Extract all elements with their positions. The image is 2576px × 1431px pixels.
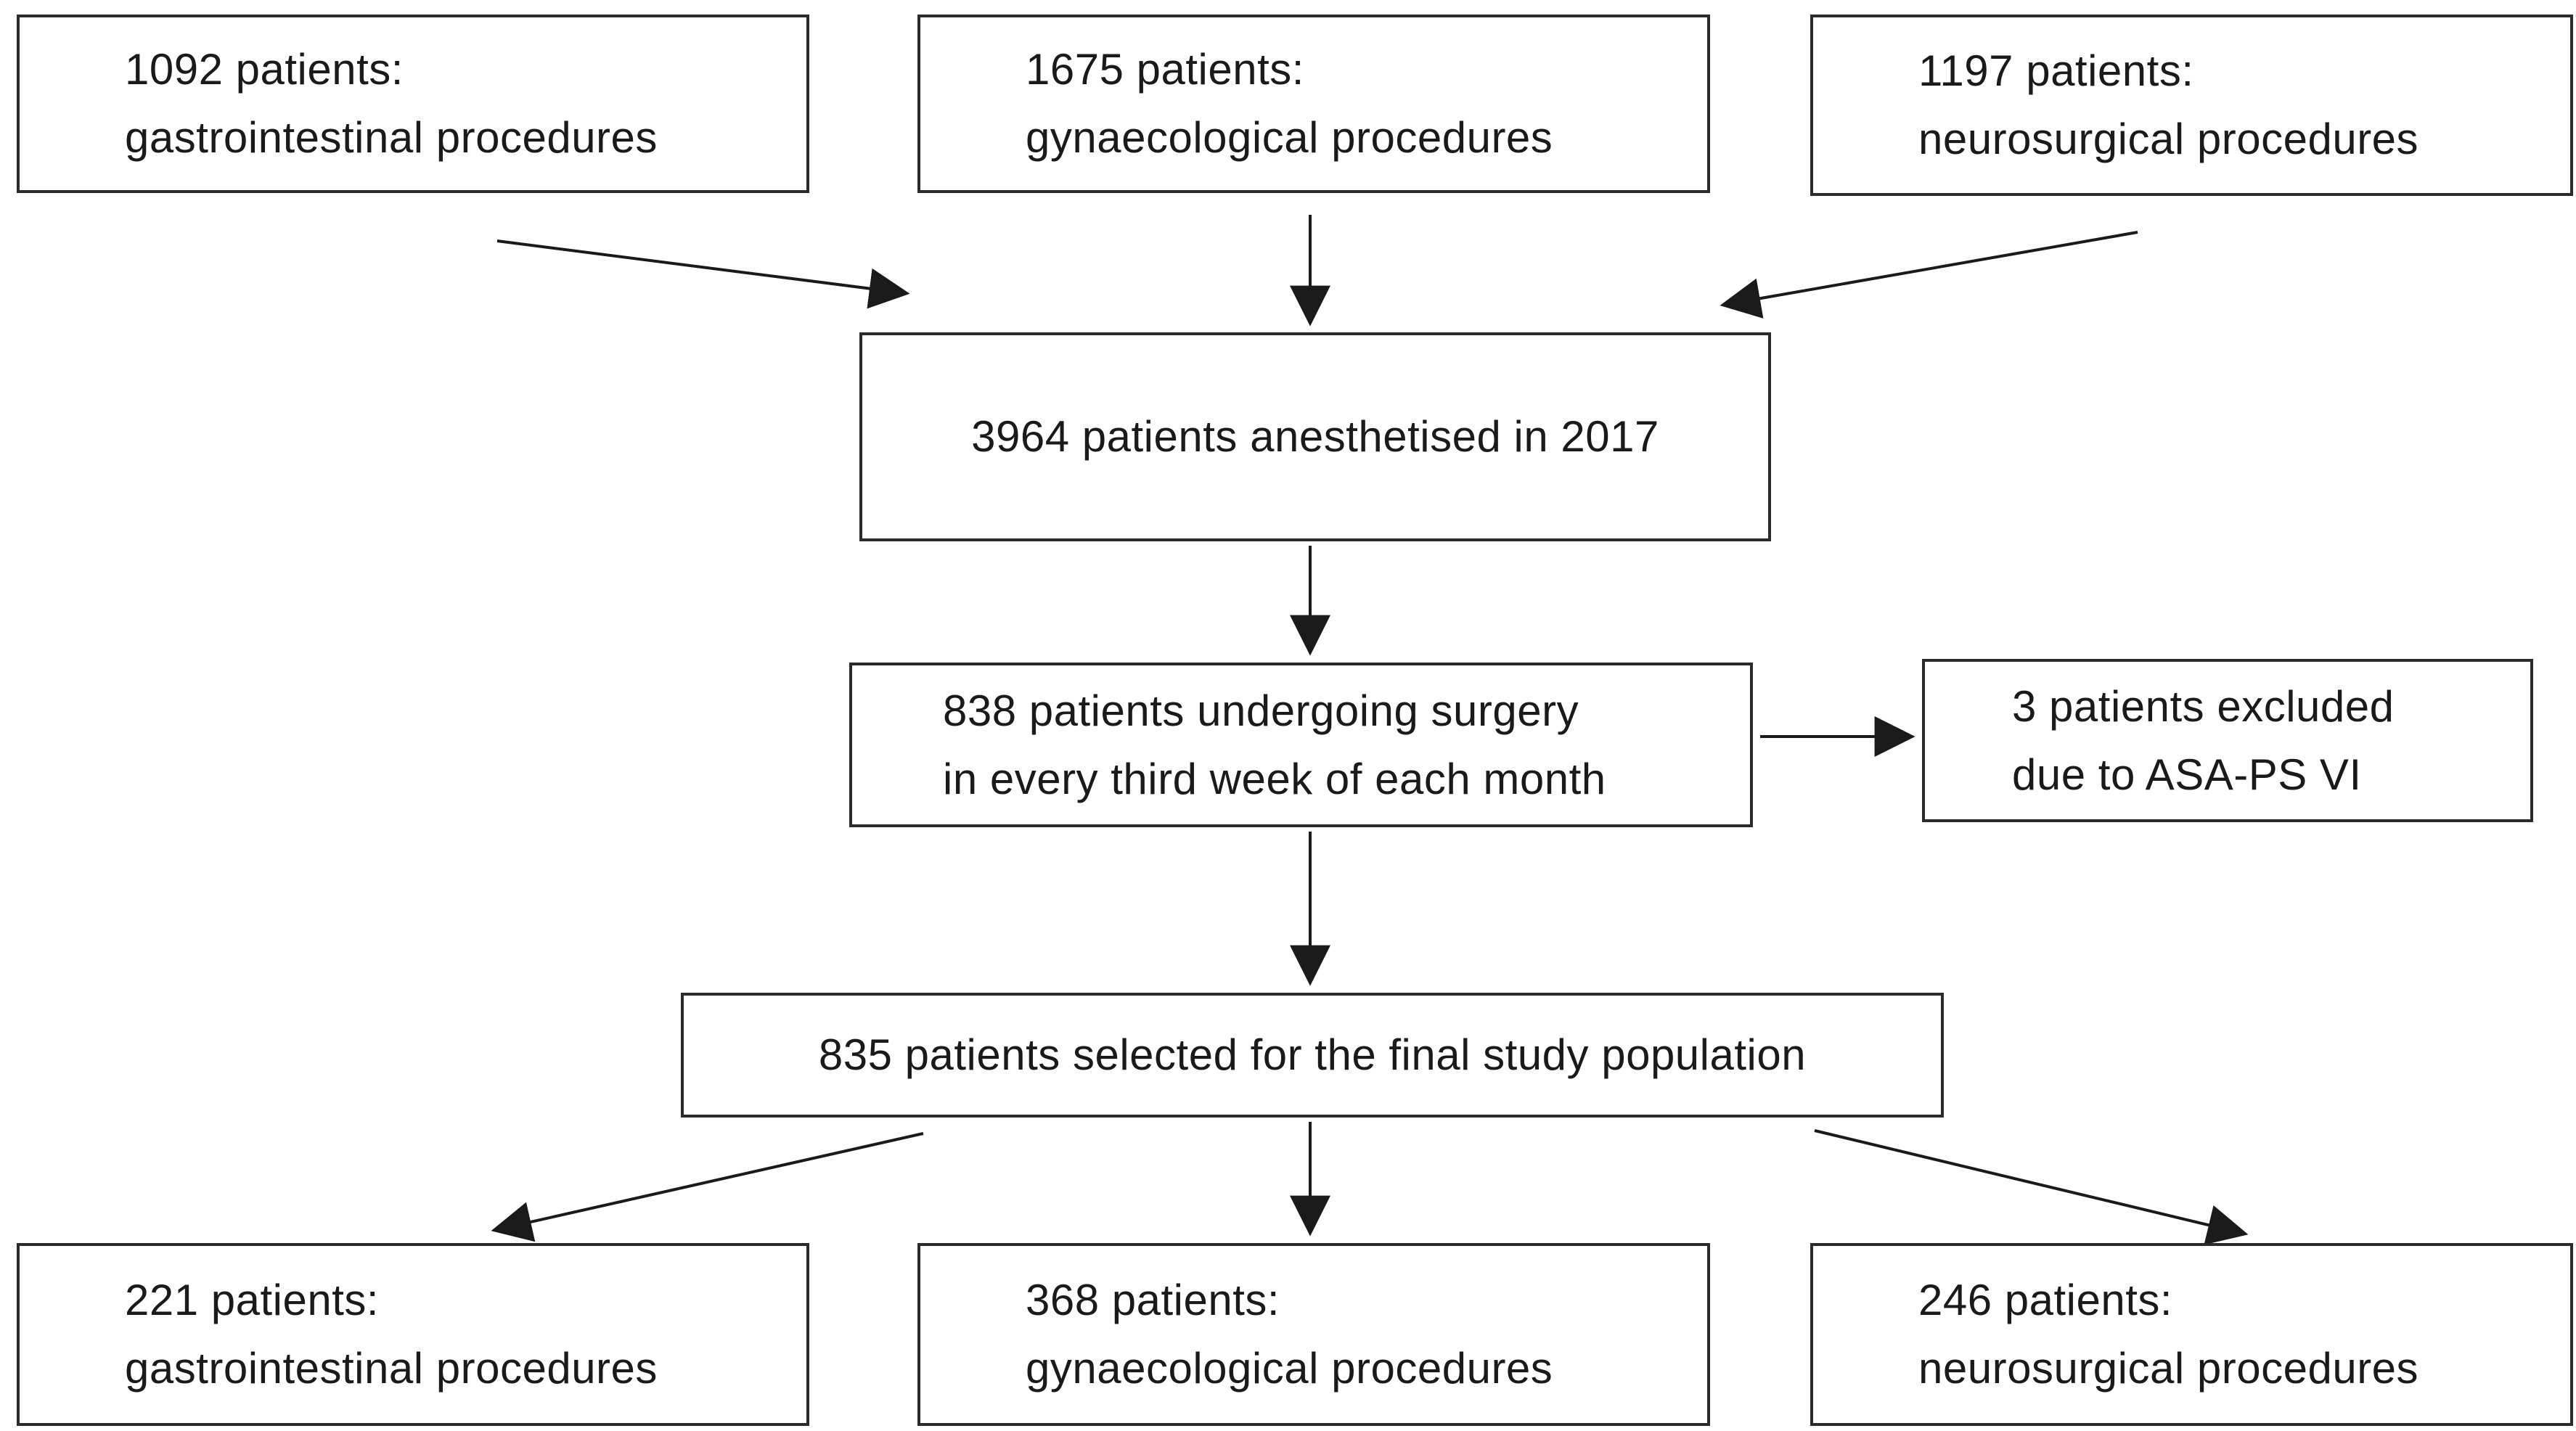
box-text-line: 1197 patients:: [1918, 46, 2194, 95]
box-gastrointestinal-final: 221 patients: gastrointestinal procedure…: [17, 1243, 809, 1426]
box-total-anesthetised: 3964 patients anesthetised in 2017: [859, 332, 1771, 541]
box-neurosurgical-final: 246 patients: neurosurgical procedures: [1810, 1243, 2573, 1426]
box-gynaecological-2017: 1675 patients: gynaecological procedures: [917, 15, 1710, 193]
box-text-line: in every third week of each month: [943, 754, 1606, 803]
arrow-final-to-neuro: [1814, 1129, 2249, 1245]
box-final-population: 835 patients selected for the final stud…: [681, 993, 1944, 1118]
box-text-line: due to ASA-PS VI: [2012, 750, 2362, 799]
arrow-final-to-gastro: [491, 1132, 924, 1242]
arrow-neuro-to-total: [1720, 231, 2138, 319]
box-gynaecological-final: 368 patients: gynaecological procedures: [917, 1243, 1710, 1426]
box-text-line: 246 patients:: [1918, 1276, 2173, 1324]
box-text-line: 838 patients undergoing surgery: [943, 686, 1579, 735]
box-excluded-asa-ps: 3 patients excluded due to ASA-PS VI: [1922, 659, 2533, 822]
box-text-line: 835 patients selected for the final stud…: [818, 1030, 1807, 1079]
box-text-line: 368 patients:: [1026, 1276, 1280, 1324]
box-gastrointestinal-2017: 1092 patients: gastrointestinal procedur…: [17, 15, 809, 193]
box-text-line: 1675 patients:: [1026, 45, 1304, 94]
box-text-line: 3 patients excluded: [2012, 681, 2395, 731]
box-neurosurgical-2017: 1197 patients: neurosurgical procedures: [1810, 15, 2573, 196]
box-text-line: 221 patients:: [125, 1276, 380, 1324]
box-text-line: gastrointestinal procedures: [125, 1344, 658, 1393]
box-text-line: neurosurgical procedures: [1918, 1344, 2419, 1393]
box-third-week-sample: 838 patients undergoing surgery in every…: [849, 663, 1753, 827]
box-text-line: gastrointestinal procedures: [125, 113, 658, 162]
arrow-gastro-to-total: [496, 239, 910, 309]
box-text-line: 3964 patients anesthetised in 2017: [971, 412, 1659, 461]
box-text-line: 1092 patients:: [125, 45, 404, 94]
box-text-line: neurosurgical procedures: [1918, 115, 2419, 163]
box-text-line: gynaecological procedures: [1026, 1344, 1553, 1393]
box-text-line: gynaecological procedures: [1026, 113, 1553, 162]
